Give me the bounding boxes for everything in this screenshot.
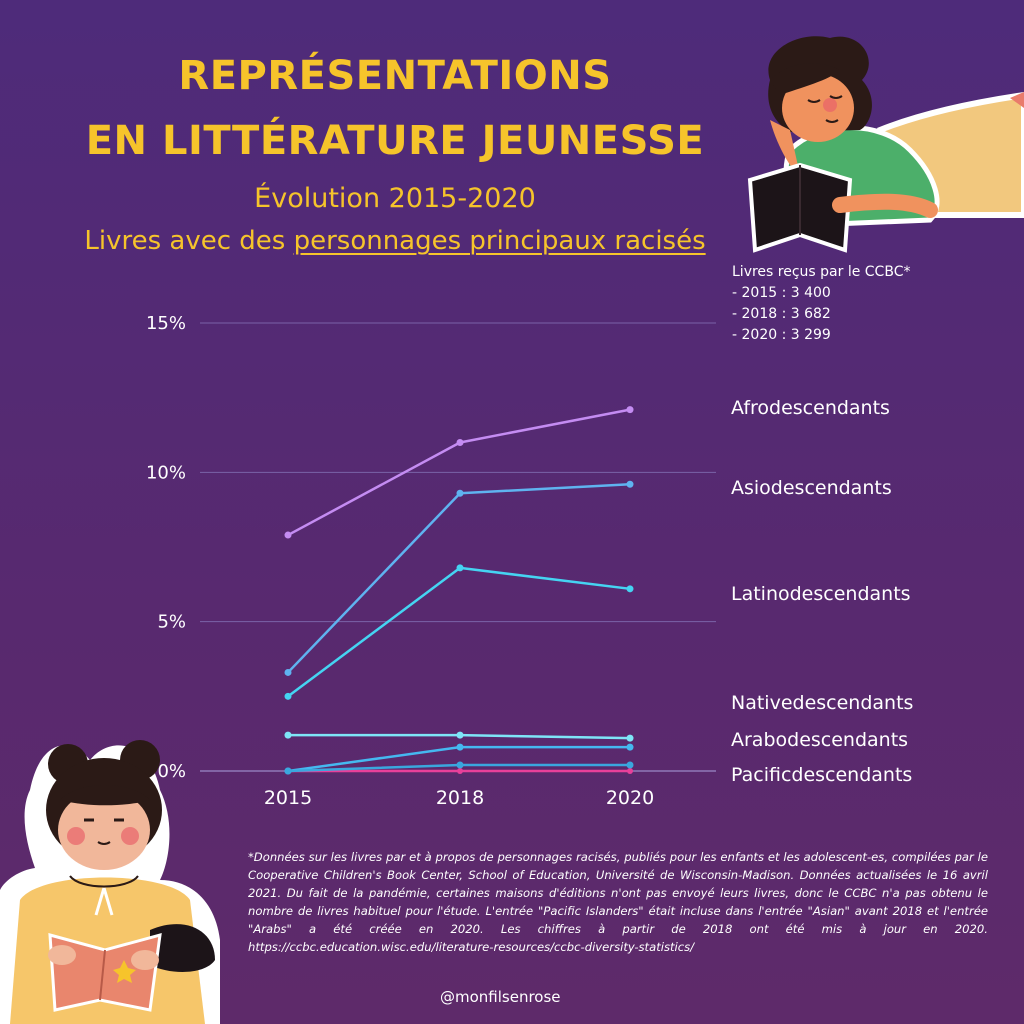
x-tick-label: 2020	[606, 787, 654, 809]
y-tick-labels: 0% 5% 10% 15%	[146, 313, 186, 782]
series-label: Asiodescendants	[731, 477, 892, 499]
caption-prefix: Livres avec des	[84, 226, 294, 256]
instagram-handle: @monfilsenrose	[440, 988, 561, 1006]
data-point	[626, 480, 634, 488]
caption-underlined: personnages principaux racisés	[293, 226, 706, 256]
data-point	[626, 734, 634, 742]
x-tick-labels: 2015 2018 2020	[264, 787, 654, 809]
data-point	[284, 531, 292, 539]
series-label: Arabodescendants	[731, 729, 908, 751]
data-point	[284, 731, 292, 739]
data-point	[626, 743, 634, 751]
data-point	[284, 692, 292, 700]
series-label: Afrodescendants	[731, 397, 890, 419]
y-tick-label: 15%	[146, 313, 186, 334]
data-point	[626, 585, 634, 593]
y-tick-label: 0%	[157, 761, 186, 782]
books-received-2018: - 2018 : 3 682	[732, 306, 831, 322]
data-point	[626, 761, 634, 769]
series-labels: Afrodescendants Asiodescendants Latinodesc…	[731, 397, 913, 786]
series-line	[287, 483, 631, 674]
series-label: Latinodescendants	[731, 583, 911, 605]
x-tick-label: 2018	[436, 787, 484, 809]
data-point	[284, 668, 292, 676]
books-received-2015: - 2015 : 3 400	[732, 285, 831, 301]
gridlines	[200, 322, 716, 772]
baseline-point	[627, 768, 633, 774]
data-point	[456, 761, 464, 769]
series-lines	[284, 406, 634, 775]
data-point	[456, 489, 464, 497]
footnote: *Données sur les livres par et à propos …	[248, 850, 988, 954]
books-received-title: Livres reçus par le CCBC*	[732, 264, 911, 280]
subtitle: Évolution 2015-2020	[254, 183, 536, 214]
y-tick-label: 5%	[157, 612, 186, 633]
title-line-2: EN LITTÉRATURE JEUNESSE	[85, 118, 705, 164]
books-received-note: Livres reçus par le CCBC* - 2015 : 3 400…	[732, 262, 910, 346]
data-point	[284, 767, 292, 775]
books-received-2020: - 2020 : 3 299	[732, 327, 831, 343]
baseline-point	[457, 768, 463, 774]
title-line-1: REPRÉSENTATIONS	[178, 53, 612, 99]
y-tick-label: 10%	[146, 462, 186, 483]
chart-caption: Livres avec des personnages principaux r…	[40, 226, 750, 256]
x-tick-label: 2015	[264, 787, 312, 809]
series-line	[287, 566, 631, 698]
series-label: Nativedescendants	[731, 692, 913, 714]
data-point	[456, 564, 464, 572]
data-point	[456, 731, 464, 739]
data-point	[456, 743, 464, 751]
series-label: Pacificdescendants	[731, 764, 912, 786]
data-point	[456, 438, 464, 446]
data-point	[626, 406, 634, 414]
